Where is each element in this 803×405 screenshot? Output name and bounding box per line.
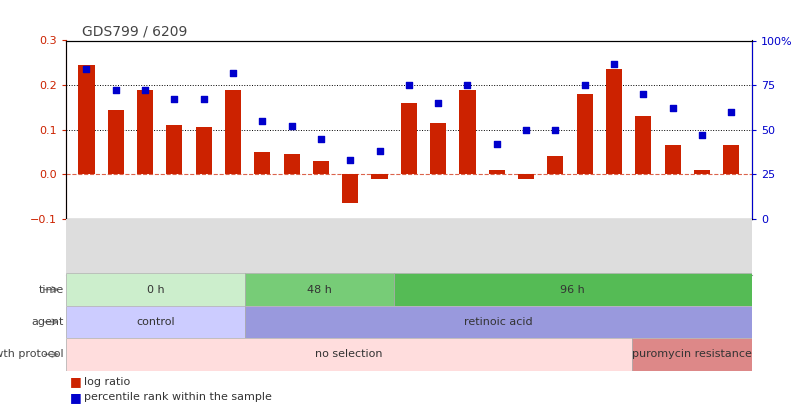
Point	[109, 87, 122, 94]
Point	[373, 148, 385, 154]
Point	[226, 69, 239, 76]
Point	[285, 123, 298, 129]
Bar	[66, 338, 632, 371]
Bar	[312, 161, 328, 174]
Text: agent: agent	[31, 317, 63, 327]
Point	[548, 126, 561, 133]
Text: 48 h: 48 h	[307, 285, 332, 294]
Text: ■: ■	[70, 375, 86, 388]
Point	[431, 100, 444, 106]
Text: 96 h: 96 h	[560, 285, 585, 294]
Bar	[693, 170, 709, 174]
Text: log ratio: log ratio	[84, 377, 130, 387]
Bar	[576, 94, 592, 174]
Bar	[664, 145, 680, 174]
Text: ■: ■	[70, 391, 86, 404]
Bar	[66, 273, 245, 306]
Text: control: control	[136, 317, 174, 327]
Point	[168, 96, 181, 102]
Bar	[517, 174, 533, 179]
Bar	[430, 123, 446, 174]
Bar	[108, 110, 124, 174]
Text: time: time	[39, 285, 63, 294]
Bar	[137, 90, 153, 174]
Point	[197, 96, 210, 102]
Point	[138, 87, 151, 94]
Text: GDS799 / 6209: GDS799 / 6209	[82, 24, 187, 38]
Text: 0 h: 0 h	[146, 285, 164, 294]
Text: retinoic acid: retinoic acid	[463, 317, 532, 327]
Bar	[245, 306, 751, 338]
Bar	[342, 174, 358, 203]
Bar	[225, 90, 241, 174]
Text: growth protocol: growth protocol	[0, 350, 63, 359]
Bar	[245, 273, 393, 306]
Point	[724, 109, 736, 115]
Bar	[78, 65, 95, 174]
Bar	[195, 127, 211, 174]
Bar	[634, 116, 650, 174]
Point	[314, 135, 327, 142]
Bar	[166, 125, 182, 174]
Bar	[547, 156, 563, 174]
Point	[490, 141, 503, 147]
Point	[519, 126, 532, 133]
Bar	[283, 154, 300, 174]
Bar	[459, 90, 475, 174]
Point	[577, 82, 590, 88]
Bar	[488, 170, 504, 174]
Point	[607, 60, 620, 67]
Point	[402, 82, 415, 88]
Bar	[254, 152, 270, 174]
Text: puromycin resistance: puromycin resistance	[631, 350, 751, 359]
Bar	[66, 306, 245, 338]
Bar	[400, 103, 417, 174]
Point	[666, 105, 679, 111]
Point	[80, 66, 93, 72]
Point	[460, 82, 473, 88]
Bar	[371, 174, 387, 179]
Point	[695, 132, 707, 138]
Bar	[722, 145, 739, 174]
Bar	[632, 338, 751, 371]
Bar	[393, 273, 751, 306]
Text: no selection: no selection	[315, 350, 382, 359]
Point	[344, 157, 357, 163]
Point	[255, 117, 268, 124]
Bar	[605, 70, 622, 174]
Text: percentile rank within the sample: percentile rank within the sample	[84, 392, 271, 402]
Point	[636, 91, 649, 97]
